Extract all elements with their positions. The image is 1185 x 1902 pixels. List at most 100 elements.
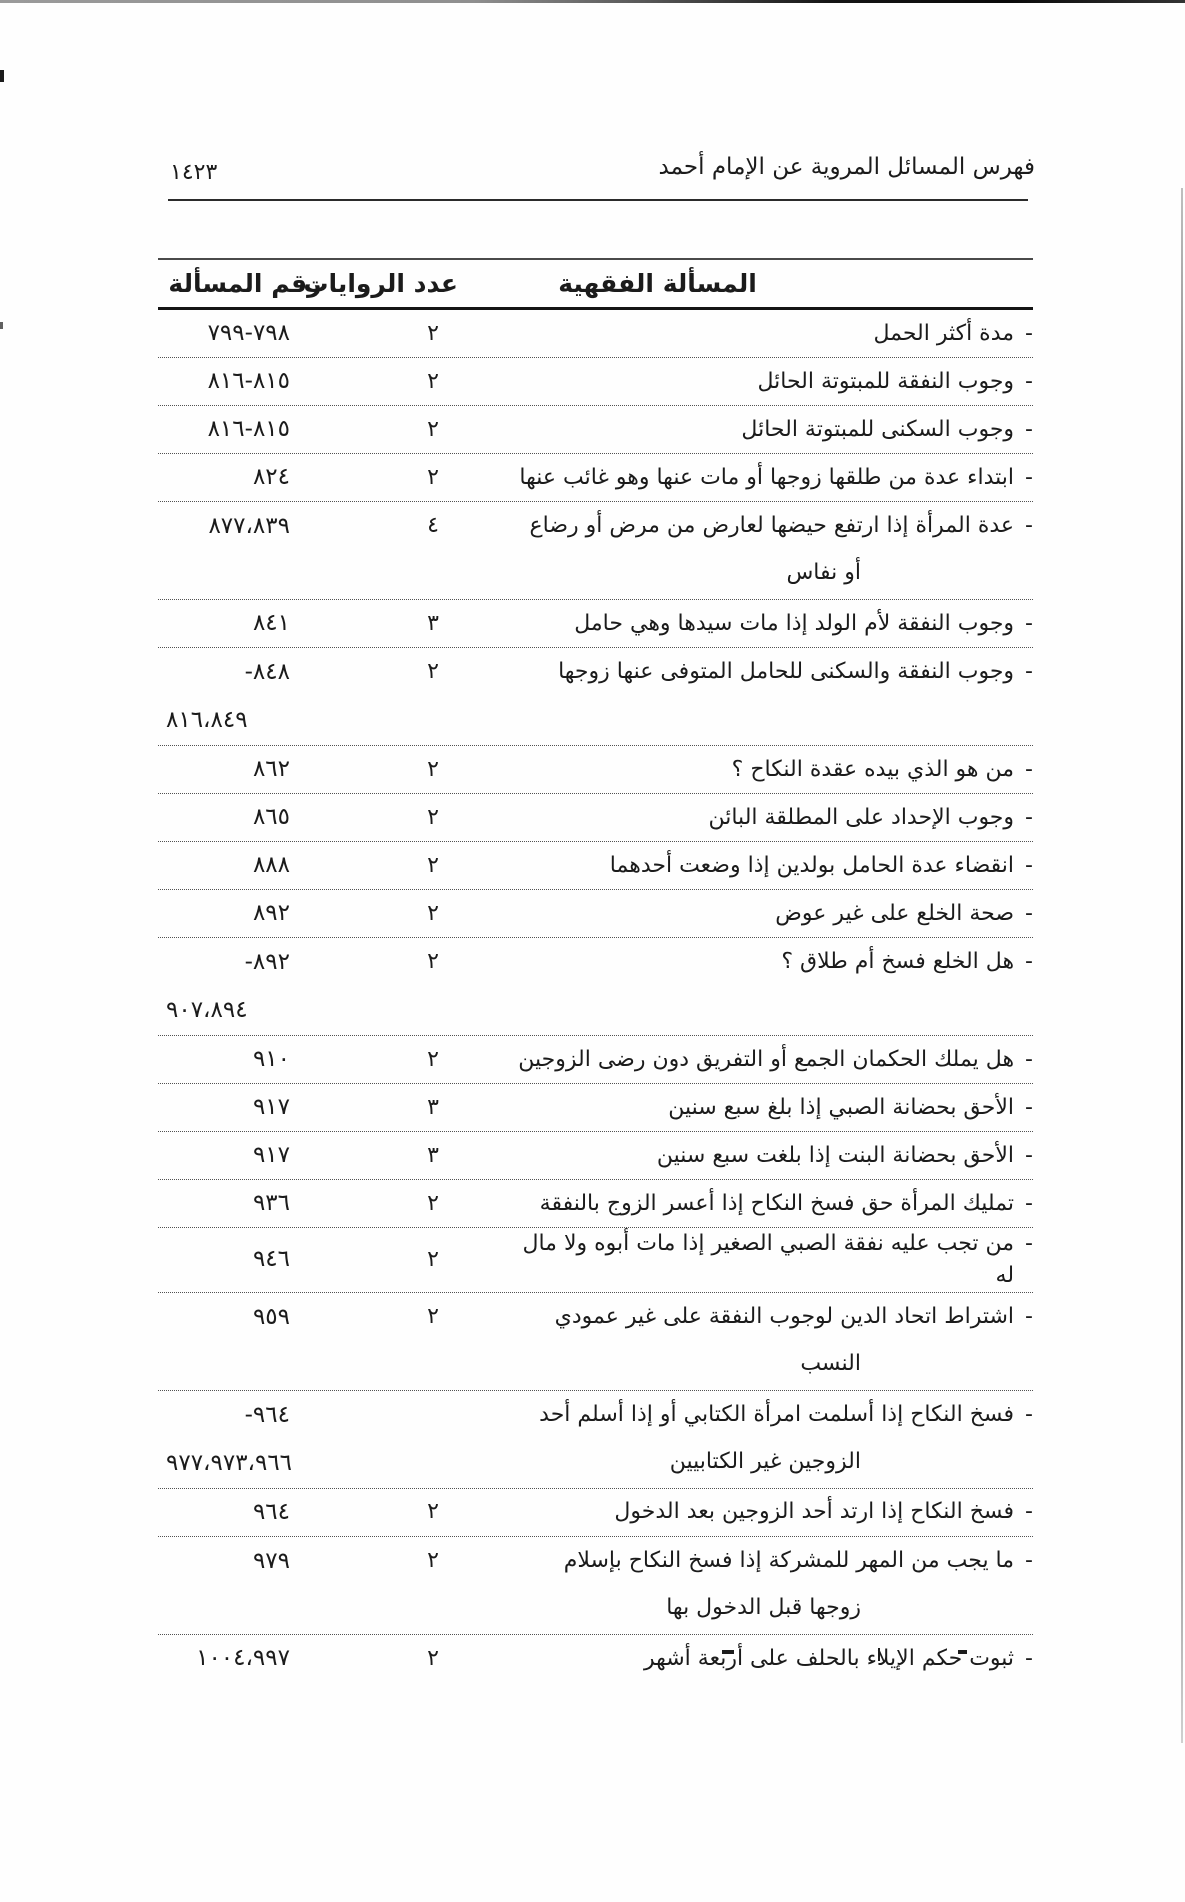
issue-number-cell: ٨٢٤ [158, 461, 368, 494]
issue-line: - من هو الذي بيده عقدة النكاح ؟ [498, 754, 1033, 786]
issue-cell: - من تجب عليه نفقة الصبي الصغير إذا مات أ… [498, 1228, 1033, 1292]
narrations-count-cell: ٢ [427, 1645, 439, 1671]
table-row: - وجوب النفقة لأم الولد إذا مات سيدها وهي… [158, 600, 1033, 648]
issue-number-cell: -٨٤٨ ٨١٦،٨٤٩ [158, 648, 368, 738]
issue-cell: - صحة الخلع على غير عوض [498, 898, 1033, 930]
issue-line: - من تجب عليه نفقة الصبي الصغير إذا مات أ… [498, 1228, 1033, 1292]
narrations-count-cell: ٢ [427, 464, 439, 490]
issue-text: اشتراط اتحاد الدين لوجوب النفقة على غير … [554, 1303, 1015, 1329]
issue-line: - وجوب النفقة لأم الولد إذا مات سيدها وهي… [498, 608, 1033, 640]
issue-line: - صحة الخلع على غير عوض [498, 898, 1033, 930]
scan-artifact [878, 1648, 880, 1661]
row-dash: - [1025, 1142, 1033, 1168]
issue-text: من هو الذي بيده عقدة النكاح ؟ [731, 756, 1015, 782]
issue-text: تمليك المرأة حق فسخ النكاح إذا أعسر الزو… [539, 1190, 1015, 1216]
issue-number-cell: ٨١٦-٨١٥ [158, 365, 368, 398]
row-dash: - [1025, 1547, 1033, 1573]
narrations-count-cell: ٣ [427, 1142, 439, 1168]
issue-number-cell: ٩٧٩ [158, 1537, 368, 1578]
narrations-count-cell: ٢ [427, 852, 439, 878]
issue-number: ١٠٠٤،٩٩٧ [196, 1645, 290, 1672]
issue-text: الأحق بحضانة الصبي إذا بلغ سبع سنين [668, 1094, 1015, 1120]
issue-line: - وجوب النفقة والسكنى للحامل المتوفى عنها… [498, 656, 1033, 688]
issue-text-continuation: النسب [800, 1350, 861, 1376]
issue-line: - انقضاء عدة الحامل بولدين إذا وضعت أحدهم… [498, 850, 1033, 882]
row-dash: - [1025, 1303, 1033, 1329]
table-row: - مدة أكثر الحمل ٢ ٧٩٩-٧٩٨ [158, 310, 1033, 358]
row-dash: - [1025, 320, 1033, 346]
issue-number-continuation: ٨١٦،٨٤٩ [166, 707, 248, 734]
issue-text: مدة أكثر الحمل [873, 320, 1015, 346]
issue-cell: - فسخ النكاح إذا أسلمت امرأة الكتابي أو إ… [498, 1391, 1033, 1478]
issue-number-cell: ٧٩٩-٧٩٨ [158, 317, 368, 350]
issue-number-cell: ٨٨٨ [158, 849, 368, 882]
issue-cell: - انقضاء عدة الحامل بولدين إذا وضعت أحدهم… [498, 850, 1033, 882]
issue-number: -٨٩٢ [244, 949, 290, 975]
issue-number-cell: ٨٦٢ [158, 753, 368, 786]
issue-text: عدة المرأة إذا ارتفع حيضها لعارض من مرض … [529, 513, 1015, 538]
table-row: - وجوب السكنى للمبتوتة الحائل ٢ ٨١٦-٨١٥ [158, 406, 1033, 454]
table-row: - عدة المرأة إذا ارتفع حيضها لعارض من مرض… [158, 502, 1033, 600]
page-title: فهرس المسائل المروية عن الإمام أحمد [658, 154, 1035, 180]
issue-number: ٨٩٢ [252, 899, 290, 926]
row-dash: - [1025, 659, 1033, 684]
issue-number: ٨٧٧،٨٣٩ [208, 513, 290, 539]
table-body: - مدة أكثر الحمل ٢ ٧٩٩-٧٩٨- وجوب النفقة للمب… [158, 310, 1033, 1683]
issue-cell: - وجوب الإحداد على المطلقة البائن [498, 802, 1033, 834]
issue-number-continuation: ٩٠٧،٨٩٤ [166, 997, 248, 1024]
issue-text: هل يملك الحكمان الجمع أو التفريق دون رضى… [518, 1046, 1015, 1072]
row-dash: - [1025, 1046, 1033, 1072]
issue-text: وجوب الإحداد على المطلقة البائن [708, 804, 1015, 830]
narrations-count-cell: ٢ [427, 320, 439, 346]
issue-cell: - وجوب النفقة للمبتوتة الحائل [498, 366, 1033, 398]
issue-text: وجوب النفقة لأم الولد إذا مات سيدها وهي … [574, 610, 1015, 636]
issue-number: ٧٩٩-٧٩٨ [207, 319, 290, 346]
issue-cell: - ثبوت حكم الإيلاء بالحلف على أربعة أشهر [498, 1643, 1033, 1675]
issue-number-cell: ٨٩٢ [158, 897, 368, 930]
scan-artifact [0, 0, 1185, 3]
narrations-count-cell: ٢ [427, 949, 439, 974]
row-dash: - [1025, 1645, 1033, 1671]
row-dash: - [1025, 756, 1033, 782]
issue-line: - وجوب الإحداد على المطلقة البائن [498, 802, 1033, 834]
issue-text-continuation: زوجها قبل الدخول بها [666, 1594, 861, 1620]
issue-number-cell: -٨٩٢ ٩٠٧،٨٩٤ [158, 938, 368, 1028]
issue-cell: - هل الخلع فسخ أم طلاق ؟ [498, 938, 1033, 978]
column-header-issue-number: رقم المسألة [168, 269, 322, 298]
table-row: - فسخ النكاح إذا أسلمت امرأة الكتابي أو إ… [158, 1391, 1033, 1489]
issue-line: - هل الخلع فسخ أم طلاق ؟ [498, 946, 1033, 978]
page-number: ١٤٢٣ [170, 160, 218, 185]
issue-cell: - عدة المرأة إذا ارتفع حيضها لعارض من مرض… [498, 502, 1033, 589]
issue-number: ٨١٦-٨١٥ [207, 415, 290, 442]
issue-text: فسخ النكاح إذا ارتد أحد الزوجين بعد الدخ… [614, 1499, 1015, 1525]
row-dash: - [1025, 852, 1033, 878]
issue-number: ٨٦٥ [252, 803, 290, 830]
column-header-issue: المسألة الفقهية [558, 269, 757, 298]
scan-artifact [958, 1650, 967, 1654]
issue-text: وجوب النفقة والسكنى للحامل المتوفى عنها … [558, 659, 1015, 684]
issue-number: ٩١٠ [252, 1045, 290, 1072]
table-row: - وجوب النفقة للمبتوتة الحائل ٢ ٨١٦-٨١٥ [158, 358, 1033, 406]
issue-number-cell: ٨٤١ [158, 607, 368, 640]
narrations-count-cell: ٢ [427, 1303, 439, 1329]
row-dash: - [1025, 1231, 1033, 1256]
table-row: - ابتداء عدة من طلقها زوجها أو مات عنها و… [158, 454, 1033, 502]
row-dash: - [1025, 949, 1033, 974]
issue-text: وجوب النفقة للمبتوتة الحائل [757, 368, 1015, 394]
issue-cell: - الأحق بحضانة الصبي إذا بلغ سبع سنين [498, 1092, 1033, 1124]
table-row: - اشتراط اتحاد الدين لوجوب النفقة على غير… [158, 1293, 1033, 1391]
issue-text: من تجب عليه نفقة الصبي الصغير إذا مات أب… [522, 1231, 1015, 1288]
issue-number-cell: ٩١٧ [158, 1139, 368, 1172]
issue-cell: - من هو الذي بيده عقدة النكاح ؟ [498, 754, 1033, 786]
issue-number: ٨٦٢ [252, 755, 290, 782]
table-row: - تمليك المرأة حق فسخ النكاح إذا أعسر الز… [158, 1180, 1033, 1228]
table-row: - هل الخلع فسخ أم طلاق ؟ ٢ -٨٩٢ ٩٠٧،٨٩٤ [158, 938, 1033, 1036]
issue-number-cell: ٩٤٦ [158, 1243, 368, 1276]
issue-line: - الأحق بحضانة الصبي إذا بلغ سبع سنين [498, 1092, 1033, 1124]
issue-number: ٨٤١ [252, 609, 290, 636]
issue-line: - الأحق بحضانة البنت إذا بلغت سبع سنين [498, 1140, 1033, 1172]
issue-text: ما يجب من المهر للمشركة إذا فسخ النكاح ب… [563, 1547, 1015, 1573]
row-dash: - [1025, 1499, 1033, 1525]
issue-line: - عدة المرأة إذا ارتفع حيضها لعارض من مرض… [498, 510, 1033, 542]
issue-line: - فسخ النكاح إذا ارتد أحد الزوجين بعد الد… [498, 1496, 1033, 1528]
